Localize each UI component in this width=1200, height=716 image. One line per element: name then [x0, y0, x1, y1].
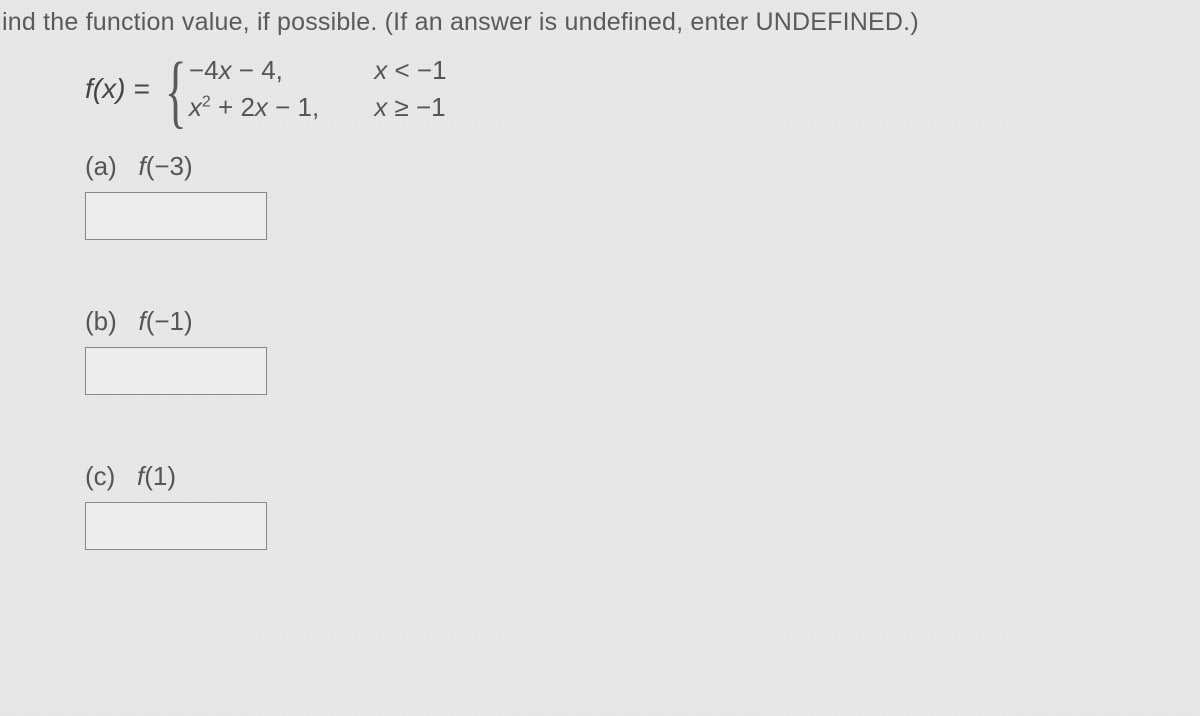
piece1-expr: −4x − 4,	[189, 55, 319, 86]
piece1-cond: x < −1	[374, 55, 446, 86]
part-b-input[interactable]	[85, 347, 267, 395]
part-b: (b) f(−1)	[85, 306, 1200, 395]
part-c-label: (c) f(1)	[85, 461, 1200, 492]
piece2-cond: x ≥ −1	[374, 92, 446, 123]
part-a-label: (a) f(−3)	[85, 151, 1200, 182]
part-a: (a) f(−3)	[85, 151, 1200, 240]
part-c-input[interactable]	[85, 502, 267, 550]
function-definition: f(x) = { −4x − 4, x < −1 x2 + 2x − 1, x …	[85, 55, 1200, 123]
function-lhs: f(x) =	[85, 73, 150, 105]
piece2-expr: x2 + 2x − 1,	[189, 92, 319, 123]
part-b-label: (b) f(−1)	[85, 306, 1200, 337]
part-a-input[interactable]	[85, 192, 267, 240]
brace-icon: {	[164, 59, 186, 123]
part-c: (c) f(1)	[85, 461, 1200, 550]
